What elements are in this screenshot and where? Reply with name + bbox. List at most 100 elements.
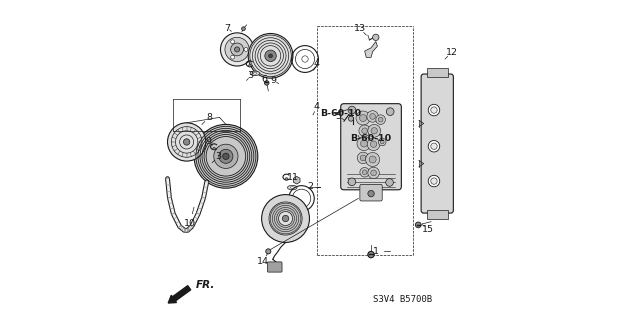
Text: B-60-10: B-60-10 — [350, 134, 391, 143]
Circle shape — [362, 170, 367, 175]
Circle shape — [230, 40, 234, 44]
Circle shape — [368, 167, 380, 179]
Circle shape — [367, 138, 380, 151]
Circle shape — [365, 152, 380, 167]
Circle shape — [278, 211, 292, 226]
Circle shape — [428, 175, 440, 187]
Circle shape — [371, 170, 376, 176]
Circle shape — [371, 128, 378, 134]
Circle shape — [378, 117, 383, 122]
Circle shape — [219, 149, 233, 163]
Ellipse shape — [218, 152, 227, 156]
Text: 15: 15 — [422, 225, 434, 234]
Circle shape — [357, 137, 371, 151]
Text: B-60-10: B-60-10 — [320, 109, 362, 118]
Circle shape — [369, 156, 376, 163]
Circle shape — [362, 128, 367, 134]
Text: 4: 4 — [314, 59, 320, 68]
Circle shape — [264, 81, 269, 85]
Ellipse shape — [253, 73, 257, 74]
Text: 1: 1 — [373, 247, 379, 256]
Circle shape — [265, 50, 276, 62]
Circle shape — [234, 47, 239, 52]
Circle shape — [213, 147, 216, 150]
Text: 3: 3 — [248, 71, 254, 80]
Circle shape — [348, 106, 356, 114]
Circle shape — [368, 251, 374, 258]
Circle shape — [269, 202, 302, 235]
Circle shape — [367, 111, 378, 122]
Text: 9: 9 — [271, 76, 276, 85]
Ellipse shape — [250, 71, 260, 76]
Text: 13: 13 — [354, 24, 366, 33]
Circle shape — [282, 215, 289, 222]
Text: 11: 11 — [287, 173, 299, 182]
Circle shape — [244, 48, 248, 51]
Circle shape — [428, 104, 440, 116]
Circle shape — [356, 111, 370, 125]
Circle shape — [370, 114, 376, 119]
Circle shape — [380, 140, 384, 144]
Circle shape — [269, 54, 273, 58]
Text: 9: 9 — [205, 137, 211, 146]
FancyBboxPatch shape — [268, 262, 282, 272]
Text: S3V4 B5700B: S3V4 B5700B — [373, 295, 433, 304]
Circle shape — [230, 43, 243, 56]
Circle shape — [348, 178, 356, 186]
Text: 5: 5 — [335, 112, 342, 121]
Text: 4: 4 — [314, 102, 320, 111]
Circle shape — [360, 167, 369, 177]
Text: 2: 2 — [307, 182, 314, 191]
Circle shape — [223, 153, 229, 160]
Bar — [427, 210, 447, 219]
Circle shape — [360, 140, 367, 147]
Ellipse shape — [221, 153, 225, 155]
Text: 10: 10 — [184, 219, 196, 228]
Circle shape — [431, 143, 437, 149]
Circle shape — [359, 125, 371, 137]
Circle shape — [220, 33, 253, 66]
FancyBboxPatch shape — [421, 74, 453, 213]
Circle shape — [266, 249, 271, 254]
Circle shape — [372, 34, 379, 41]
Circle shape — [415, 222, 421, 228]
Circle shape — [248, 64, 251, 67]
Text: FR.: FR. — [196, 279, 215, 290]
Circle shape — [348, 116, 353, 121]
Circle shape — [431, 178, 437, 184]
Circle shape — [360, 115, 367, 122]
Circle shape — [378, 138, 386, 146]
Circle shape — [376, 115, 385, 124]
Bar — [427, 68, 447, 77]
Circle shape — [285, 178, 288, 180]
Text: 7: 7 — [225, 24, 230, 33]
Circle shape — [386, 179, 394, 186]
Circle shape — [184, 139, 190, 145]
Ellipse shape — [287, 185, 297, 190]
Circle shape — [225, 37, 249, 62]
Circle shape — [214, 144, 238, 168]
Text: 14: 14 — [257, 257, 269, 266]
FancyArrow shape — [168, 286, 191, 303]
Circle shape — [387, 108, 394, 115]
Circle shape — [428, 140, 440, 152]
Circle shape — [302, 56, 308, 62]
Circle shape — [230, 55, 234, 59]
Text: 12: 12 — [445, 48, 458, 57]
Circle shape — [168, 123, 206, 161]
Circle shape — [194, 124, 258, 188]
Text: 8: 8 — [206, 113, 212, 122]
Circle shape — [357, 152, 369, 164]
Circle shape — [241, 27, 245, 31]
Polygon shape — [293, 176, 300, 184]
Circle shape — [431, 107, 437, 113]
Circle shape — [371, 141, 377, 147]
FancyBboxPatch shape — [340, 104, 401, 190]
FancyBboxPatch shape — [360, 184, 382, 201]
Circle shape — [360, 155, 366, 161]
Ellipse shape — [291, 187, 294, 188]
Polygon shape — [365, 41, 378, 57]
Circle shape — [248, 33, 293, 78]
Text: 6: 6 — [261, 75, 267, 84]
Circle shape — [368, 190, 374, 197]
